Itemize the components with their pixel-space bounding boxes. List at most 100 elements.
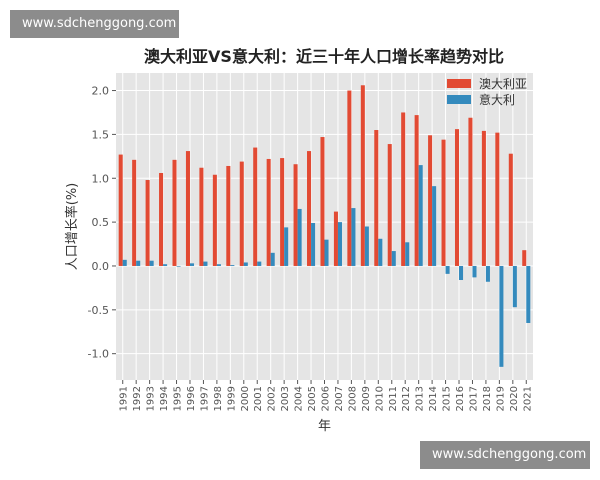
bar-australia-1996 xyxy=(185,151,190,266)
bar-australia-2003 xyxy=(280,158,285,266)
bar-australia-1997 xyxy=(199,167,204,266)
y-axis-ticks: -1.0 -0.5 0.0 0.5 1.0 1.5 2.0 xyxy=(88,85,116,361)
bar-italy-2006 xyxy=(324,239,329,266)
bar-australia-2012 xyxy=(401,112,406,266)
bar-australia-2019 xyxy=(495,132,500,266)
x-tick-label: 1997 xyxy=(199,386,210,411)
bar-australia-2009 xyxy=(360,85,365,266)
bar-australia-2015 xyxy=(441,139,446,266)
bar-italy-2009 xyxy=(364,226,369,266)
y-tick-label: 0.0 xyxy=(92,260,110,273)
y-tick-label: -0.5 xyxy=(88,304,109,317)
bar-australia-2008 xyxy=(347,90,352,266)
y-tick-label: -1.0 xyxy=(88,348,109,361)
watermark-bottom: www.sdchenggong.com xyxy=(420,441,590,469)
x-tick-label: 1993 xyxy=(146,386,157,411)
x-tick-label: 2005 xyxy=(307,386,318,411)
bar-australia-2005 xyxy=(307,151,312,266)
bar-australia-2016 xyxy=(454,129,460,266)
bar-italy-2005 xyxy=(311,222,316,266)
x-tick-label: 1991 xyxy=(119,386,130,411)
bar-italy-1996 xyxy=(189,263,195,266)
legend-swatch-australia xyxy=(447,79,471,88)
bar-australia-2014 xyxy=(428,135,433,266)
bar-italy-2011 xyxy=(391,251,396,266)
x-tick-label: 2019 xyxy=(495,386,506,411)
bar-italy-2001 xyxy=(257,261,262,266)
x-tick-label: 2018 xyxy=(482,386,493,411)
x-tick-label: 1995 xyxy=(173,386,184,411)
bar-australia-1991 xyxy=(118,154,123,266)
bar-italy-2012 xyxy=(405,242,410,266)
x-tick-label: 2010 xyxy=(374,386,385,411)
bar-italy-2015 xyxy=(445,265,450,274)
bar-italy-2014 xyxy=(432,186,437,266)
x-tick-label: 2012 xyxy=(401,386,412,411)
x-tick-label: 2017 xyxy=(468,386,479,411)
legend-label-australia: 澳大利亚 xyxy=(479,77,527,91)
bar-australia-2002 xyxy=(266,158,271,266)
bar-italy-2018 xyxy=(485,265,490,282)
x-tick-label: 1999 xyxy=(226,386,237,411)
y-tick-label: 0.5 xyxy=(92,216,110,229)
x-tick-label: 2015 xyxy=(442,386,453,411)
x-tick-label: 2011 xyxy=(388,386,399,411)
bar-italy-2016 xyxy=(459,265,464,281)
bar-italy-2013 xyxy=(418,165,423,266)
bar-australia-2011 xyxy=(387,144,392,266)
bar-australia-2000 xyxy=(239,161,244,266)
bar-italy-1997 xyxy=(203,261,208,266)
x-tick-label: 1994 xyxy=(159,386,170,411)
x-tick-label: 2004 xyxy=(294,386,305,411)
x-tick-label: 2006 xyxy=(321,386,332,411)
legend: 澳大利亚 意大利 xyxy=(447,77,527,107)
bar-italy-2000 xyxy=(243,262,248,266)
bar-italy-2007 xyxy=(337,222,342,266)
bar-italy-1993 xyxy=(149,260,154,266)
bar-australia-1992 xyxy=(132,159,137,266)
bar-australia-2007 xyxy=(333,211,338,266)
bar-australia-2006 xyxy=(320,137,325,266)
bar-australia-1994 xyxy=(159,172,164,266)
bar-italy-2021 xyxy=(526,265,531,323)
x-tick-label: 2007 xyxy=(334,386,345,411)
bar-italy-2019 xyxy=(499,265,504,367)
bar-italy-2017 xyxy=(472,265,477,278)
x-axis-ticks: 1991 1992 1993 1994 1995 1996 1997 1998 1999 2000… xyxy=(119,380,533,411)
bar-italy-1999 xyxy=(230,265,235,266)
x-tick-label: 2014 xyxy=(428,386,439,411)
watermark-top: www.sdchenggong.com xyxy=(10,10,179,38)
x-tick-label: 2002 xyxy=(267,386,278,411)
bar-italy-2010 xyxy=(378,238,383,266)
bar-italy-1995 xyxy=(176,265,181,267)
y-axis-label: 人口增长率(%) xyxy=(64,183,80,271)
bar-australia-1998 xyxy=(212,174,217,266)
x-tick-label: 2021 xyxy=(522,386,533,411)
x-tick-label: 1998 xyxy=(213,386,224,411)
bar-italy-1991 xyxy=(122,259,127,266)
x-tick-label: 2020 xyxy=(509,386,520,411)
legend-label-italy: 意大利 xyxy=(479,92,515,107)
bar-italy-1998 xyxy=(216,264,221,266)
bar-australia-1995 xyxy=(172,159,177,266)
bar-australia-1993 xyxy=(145,180,150,266)
bar-italy-2002 xyxy=(270,252,275,266)
x-tick-label: 2001 xyxy=(253,386,264,411)
bar-australia-2020 xyxy=(508,153,513,266)
bar-australia-2001 xyxy=(253,147,258,266)
x-tick-label: 2008 xyxy=(347,386,358,411)
y-tick-label: 2.0 xyxy=(92,85,110,98)
bar-italy-2020 xyxy=(512,265,517,308)
legend-swatch-italy xyxy=(447,95,471,104)
bar-australia-2004 xyxy=(293,164,298,266)
bar-italy-1992 xyxy=(136,260,141,266)
x-tick-label: 1992 xyxy=(132,386,143,411)
chart-title: 澳大利亚VS意大利：近三十年人口增长率趋势对比 xyxy=(144,47,504,66)
y-tick-label: 1.5 xyxy=(92,128,110,141)
bar-series xyxy=(118,85,531,367)
x-tick-label: 2000 xyxy=(240,386,251,411)
bar-italy-2004 xyxy=(297,208,302,266)
x-tick-label: 2013 xyxy=(415,386,426,411)
bar-australia-2017 xyxy=(468,117,473,266)
